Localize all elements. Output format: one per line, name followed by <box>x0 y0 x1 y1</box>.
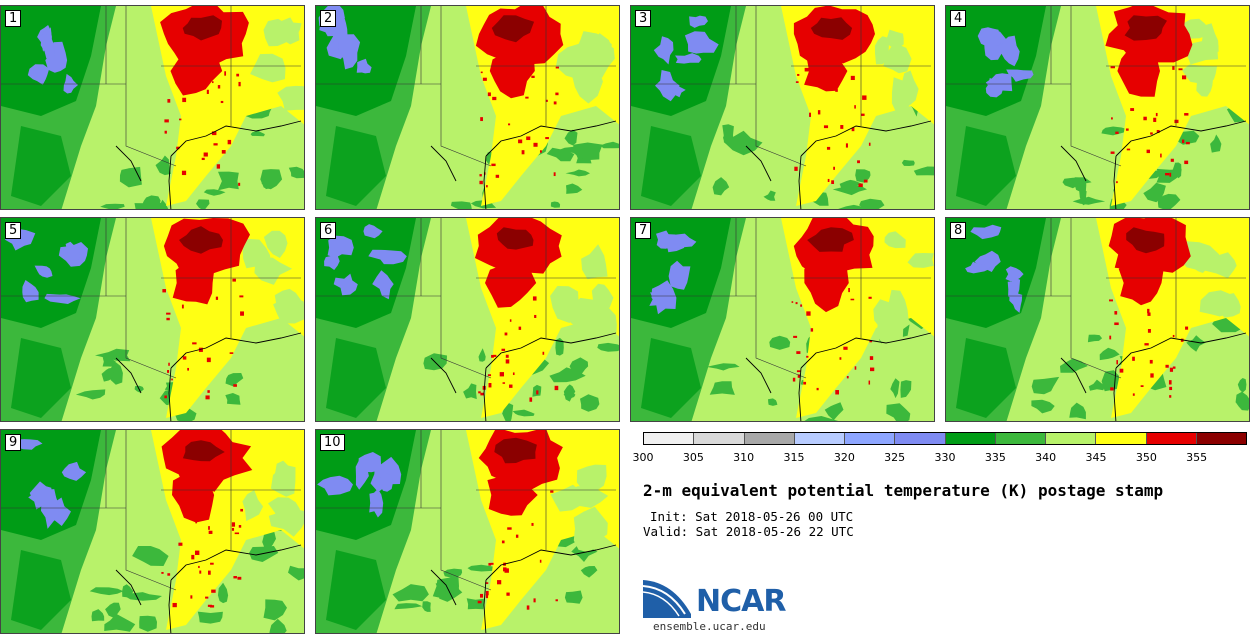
plot-title: 2-m equivalent potential temperature (K)… <box>643 481 1164 500</box>
valid-time: Valid: Sat 2018-05-26 22 UTC <box>643 524 854 539</box>
colorbar-segment <box>694 433 745 444</box>
theta-e-map <box>1 430 304 633</box>
colorbar-segment <box>995 433 1046 444</box>
theta-e-map <box>631 6 934 209</box>
member-panel-2: 2 <box>315 5 620 210</box>
member-label: 2 <box>320 10 337 27</box>
member-label: 5 <box>5 222 22 239</box>
init-time: Init: Sat 2018-05-26 00 UTC <box>650 509 854 524</box>
theta-e-map <box>1 218 304 421</box>
theta-e-map <box>946 218 1249 421</box>
colorbar-tick-label: 300 <box>632 451 654 464</box>
colorbar-tick-label: 345 <box>1085 451 1107 464</box>
colorbar-tick-label: 340 <box>1035 451 1057 464</box>
colorbar-tick-label: 330 <box>934 451 956 464</box>
member-panel-1: 1 <box>0 5 305 210</box>
colorbar <box>643 432 1247 445</box>
member-label: 3 <box>635 10 652 27</box>
colorbar-tick-label: 355 <box>1186 451 1208 464</box>
theta-e-map <box>316 218 619 421</box>
colorbar-segment <box>1146 433 1197 444</box>
theta-e-map <box>316 430 619 633</box>
theta-e-map <box>316 6 619 209</box>
colorbar-segment <box>895 433 946 444</box>
site-url: ensemble.ucar.edu <box>653 620 766 633</box>
member-panel-7: 7 <box>630 217 935 422</box>
colorbar-segment <box>744 433 795 444</box>
member-panel-3: 3 <box>630 5 935 210</box>
colorbar-segment <box>845 433 896 444</box>
theta-e-map <box>946 6 1249 209</box>
colorbar-segment <box>945 433 996 444</box>
colorbar-segment <box>1096 433 1147 444</box>
colorbar-tick-label: 305 <box>682 451 704 464</box>
colorbar-tick-label: 315 <box>783 451 805 464</box>
colorbar-segment <box>794 433 845 444</box>
member-panel-5: 5 <box>0 217 305 422</box>
ncar-logo <box>643 580 691 618</box>
member-panel-4: 4 <box>945 5 1250 210</box>
member-panel-6: 6 <box>315 217 620 422</box>
colorbar-ticks: 300 305 310 315 320 325 330 335 340 345 350 355 <box>633 451 1247 467</box>
theta-e-map <box>631 218 934 421</box>
theta-e-map <box>1 6 304 209</box>
member-panel-10: 10 <box>315 429 620 634</box>
member-label: 8 <box>950 222 967 239</box>
logo-wordmark: NCAR <box>696 584 786 619</box>
member-label: 7 <box>635 222 652 239</box>
colorbar-tick-label: 335 <box>984 451 1006 464</box>
member-label: 9 <box>5 434 22 451</box>
member-panel-8: 8 <box>945 217 1250 422</box>
member-label: 1 <box>5 10 22 27</box>
colorbar-segment <box>1046 433 1097 444</box>
colorbar-segment <box>644 433 695 444</box>
colorbar-tick-label: 350 <box>1135 451 1157 464</box>
colorbar-tick-label: 320 <box>833 451 855 464</box>
member-label: 10 <box>320 434 345 451</box>
colorbar-tick-label: 325 <box>884 451 906 464</box>
member-label: 6 <box>320 222 337 239</box>
member-label: 4 <box>950 10 967 27</box>
colorbar-segment <box>1196 433 1246 444</box>
colorbar-tick-label: 310 <box>733 451 755 464</box>
member-panel-9: 9 <box>0 429 305 634</box>
